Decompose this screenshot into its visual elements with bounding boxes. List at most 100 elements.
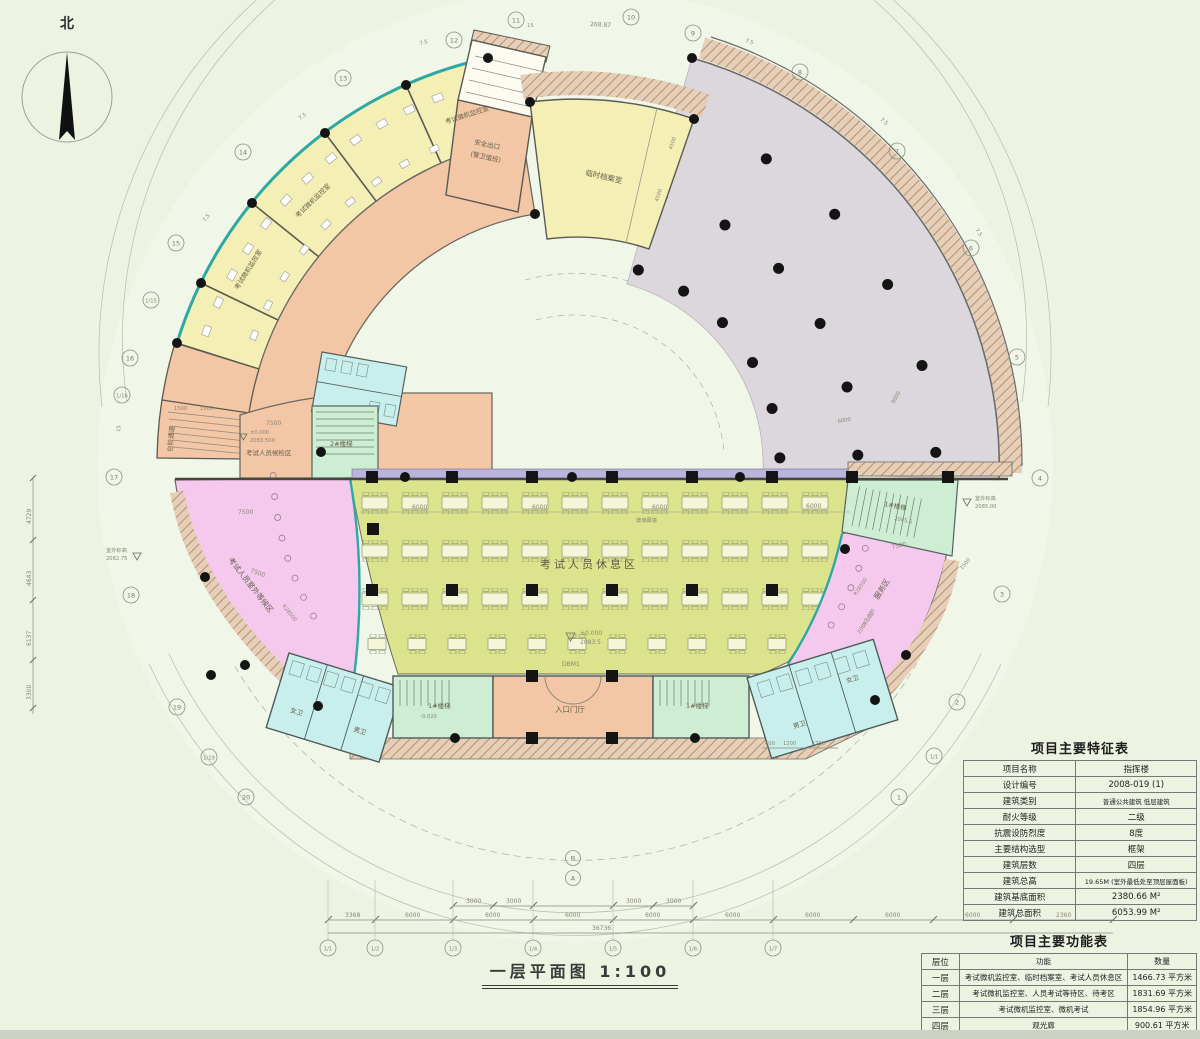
feature-value: 2008-019 (1): [1075, 776, 1197, 793]
room-label: 男卫: [352, 725, 367, 737]
svg-text:7500: 7500: [266, 420, 281, 427]
svg-text:9000: 9000: [891, 391, 903, 405]
svg-text:1200: 1200: [783, 741, 796, 747]
svg-text:1#楼梯: 1#楼梯: [686, 701, 709, 710]
svg-text:6000: 6000: [405, 912, 420, 919]
floor-cell: 三层: [921, 1001, 960, 1018]
functions-header: 数量: [1127, 953, 1197, 970]
bottom-strip: 女卫 男卫 男卫 女卫: [265, 638, 899, 763]
function-cell: 考试微机监控室、临时档案室、考试人员休息区: [958, 969, 1129, 986]
svg-text:3368: 3368: [345, 912, 360, 919]
window-bottom-bar: [0, 1030, 1200, 1039]
grid-bubbles: 12345678910111213141516171819201/151/161…: [105, 8, 1049, 957]
svg-text:台阶通道: 台阶通道: [165, 425, 176, 452]
feature-label: 抗震设防烈度: [962, 824, 1077, 841]
svg-text:17: 17: [110, 473, 118, 481]
svg-text:1: 1: [897, 793, 901, 801]
svg-text:1/4: 1/4: [529, 946, 538, 952]
svg-text:8: 8: [798, 68, 802, 76]
svg-text:36736: 36736: [592, 925, 611, 932]
feature-value: 二级: [1075, 808, 1197, 825]
function-cell: 考试微机监控室、人员考试等待区、待考区: [958, 985, 1129, 1002]
svg-text:4: 4: [1038, 474, 1042, 482]
svg-text:7.5: 7.5: [744, 38, 754, 46]
svg-text:3000: 3000: [626, 898, 641, 905]
svg-text:1500: 1500: [174, 406, 187, 412]
svg-text:6000: 6000: [412, 504, 427, 511]
north-arrow: 北: [21, 16, 113, 143]
washroom-left: 女卫 男卫: [265, 652, 403, 763]
svg-text:2083.500: 2083.500: [250, 438, 275, 444]
svg-text:5: 5: [1015, 353, 1019, 361]
svg-text:±0.000: ±0.000: [250, 430, 269, 436]
svg-text:20: 20: [242, 793, 250, 801]
svg-text:2: 2: [955, 698, 959, 706]
area-cell: 1854.96 平方米: [1127, 1001, 1197, 1018]
entry-hall: [492, 675, 654, 739]
feature-value: 指挥楼: [1075, 760, 1197, 777]
feature-label: 建筑总面积: [962, 904, 1077, 921]
svg-text:室外标高: 室外标高: [975, 494, 996, 502]
svg-text:12: 12: [450, 36, 458, 44]
svg-text:10: 10: [627, 13, 635, 21]
svg-text:玻璃幕墙: 玻璃幕墙: [636, 516, 657, 524]
feature-value: 6053.99 M²: [1075, 904, 1197, 921]
svg-text:7500: 7500: [249, 567, 266, 579]
functions-header: 功能: [958, 953, 1129, 970]
svg-text:7.5: 7.5: [419, 39, 429, 47]
svg-text:13: 13: [339, 74, 347, 82]
svg-text:3300: 3300: [26, 685, 33, 700]
feature-value: 8度: [1075, 824, 1197, 841]
svg-text:考试人员候检区: 考试人员候检区: [246, 448, 292, 457]
area-cell: 1831.69 平方米: [1127, 985, 1197, 1002]
drawing-scale: 1:100: [599, 962, 671, 981]
svg-text:±0.000: ±0.000: [580, 630, 602, 637]
feature-label: 主要结构选型: [962, 840, 1077, 857]
svg-text:16: 16: [126, 354, 134, 362]
svg-text:B: B: [571, 854, 575, 862]
svg-text:400: 400: [765, 741, 775, 747]
svg-text:268.87: 268.87: [590, 21, 612, 29]
svg-text:7500: 7500: [238, 509, 253, 516]
feature-value: 19.65M (室外最低处至顶层屋面板): [1075, 872, 1197, 889]
washroom-right: 男卫 女卫: [746, 638, 899, 760]
north-label: 北: [60, 16, 74, 32]
svg-text:6000: 6000: [485, 912, 500, 919]
feature-label: 建筑层数: [962, 856, 1077, 873]
drawing-title: 一层平面图 1:100: [440, 958, 720, 989]
svg-text:6000: 6000: [565, 912, 580, 919]
svg-text:6000: 6000: [837, 417, 851, 425]
features-table: 项目主要特征表 项目名称 指挥楼 设计编号 2008-019 (1) 建筑类别 普通公…: [962, 738, 1197, 921]
feature-label: 建筑总高: [962, 872, 1077, 889]
feature-value: 四层: [1075, 856, 1197, 873]
svg-text:1/6: 1/6: [689, 946, 697, 952]
floor-cell: 二层: [921, 985, 960, 1002]
svg-text:1/5: 1/5: [609, 946, 617, 952]
svg-text:室外标高: 室外标高: [106, 546, 127, 554]
svg-text:A: A: [571, 874, 576, 882]
svg-text:2083.5: 2083.5: [580, 639, 601, 646]
svg-text:6000: 6000: [885, 912, 900, 919]
svg-text:6000: 6000: [652, 504, 667, 511]
svg-text:1/2: 1/2: [371, 946, 379, 952]
functions-table: 项目主要功能表 层位 功能 数量 一层 考试微机监控室、临时档案室、考试人员休息…: [921, 931, 1197, 1034]
function-cell: 考试微机监控室、微机考试: [958, 1001, 1129, 1018]
svg-text:1500: 1500: [200, 406, 213, 412]
svg-text:1/7: 1/7: [769, 946, 777, 952]
columns: [172, 53, 954, 744]
svg-text:3000: 3000: [506, 898, 521, 905]
room-label: 男卫: [792, 719, 807, 731]
svg-text:3000: 3000: [666, 898, 681, 905]
svg-text:4500: 4500: [668, 136, 678, 150]
svg-text:2085.5: 2085.5: [894, 516, 913, 525]
feature-value: 普通公共建筑 低层建筑: [1075, 792, 1197, 809]
svg-text:1#楼梯: 1#楼梯: [884, 499, 908, 512]
svg-text:4643: 4643: [26, 571, 33, 586]
dimension-texts: 3368 6000 6000 6000 6000 6000 6000 6000 …: [26, 21, 1071, 932]
svg-text:2082.75: 2082.75: [106, 556, 127, 562]
feature-label: 建筑类别: [962, 792, 1077, 809]
area-cell: 1466.73 平方米: [1127, 969, 1197, 986]
feature-label: 设计编号: [962, 776, 1077, 793]
